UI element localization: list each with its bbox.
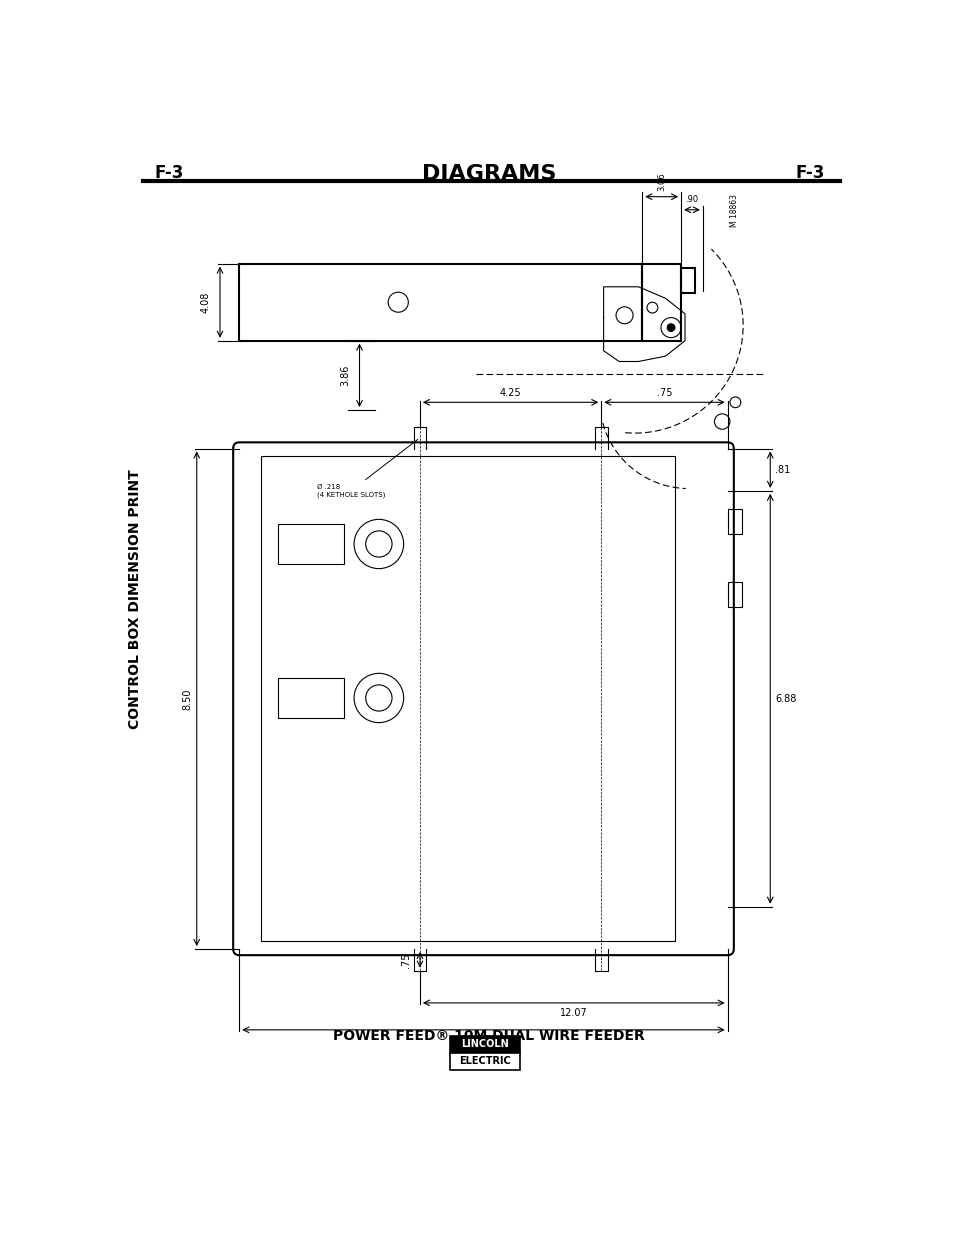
Bar bbox=[278, 678, 344, 718]
Bar bbox=[728, 583, 740, 608]
FancyBboxPatch shape bbox=[450, 1036, 519, 1053]
Text: .75: .75 bbox=[400, 952, 410, 967]
Text: .81: .81 bbox=[774, 464, 789, 474]
Text: M 18863: M 18863 bbox=[729, 194, 739, 227]
Text: 4.25: 4.25 bbox=[499, 388, 521, 398]
Text: LINCOLN: LINCOLN bbox=[460, 1040, 508, 1050]
Bar bbox=[278, 524, 344, 564]
Text: F-3: F-3 bbox=[794, 163, 823, 182]
Text: F-3: F-3 bbox=[154, 163, 183, 182]
Text: .75: .75 bbox=[656, 388, 672, 398]
Text: POWER FEED® 10M DUAL WIRE FEEDER: POWER FEED® 10M DUAL WIRE FEEDER bbox=[333, 1029, 644, 1044]
Text: Ø .218
(4 KETHOLE SLOTS): Ø .218 (4 KETHOLE SLOTS) bbox=[316, 440, 417, 498]
FancyBboxPatch shape bbox=[450, 1053, 519, 1070]
Text: 12.96: 12.96 bbox=[469, 1035, 497, 1045]
Text: .90: .90 bbox=[684, 195, 698, 205]
Text: 3.86: 3.86 bbox=[340, 364, 350, 387]
Text: CONTROL BOX DIMENSION PRINT: CONTROL BOX DIMENSION PRINT bbox=[128, 469, 142, 729]
Text: 8.50: 8.50 bbox=[182, 688, 192, 709]
Circle shape bbox=[666, 324, 674, 331]
Bar bbox=[728, 509, 740, 534]
Text: 4.08: 4.08 bbox=[200, 291, 211, 312]
Text: 12.07: 12.07 bbox=[559, 1008, 587, 1019]
Text: DIAGRAMS: DIAGRAMS bbox=[421, 163, 556, 184]
Text: 6.88: 6.88 bbox=[774, 694, 796, 704]
Text: 3.06: 3.06 bbox=[657, 172, 665, 190]
Text: ELECTRIC: ELECTRIC bbox=[458, 1056, 511, 1066]
